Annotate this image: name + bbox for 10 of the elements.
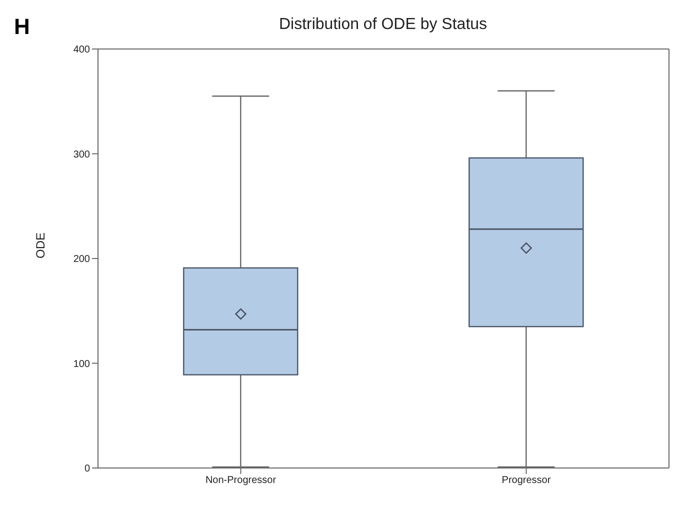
x-tick-label: Progressor (502, 475, 552, 486)
y-tick-label: 300 (73, 149, 90, 160)
x-tick-label: Non-Progressor (205, 475, 277, 486)
y-tick-label: 200 (73, 254, 90, 266)
y-tick-label: 0 (84, 464, 90, 475)
chart-title: Distribution of ODE by Status (278, 16, 488, 34)
text: H (14, 14, 30, 40)
y-tick-label: 400 (73, 44, 90, 56)
y-axis-title: ODE (33, 232, 48, 258)
y-tick-label: 100 (73, 358, 90, 370)
